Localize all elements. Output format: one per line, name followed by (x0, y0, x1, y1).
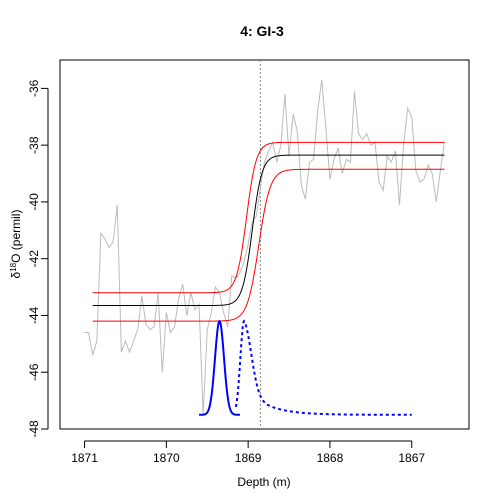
fit-lower-curve (92, 168, 445, 322)
density-dashed-curve (234, 319, 412, 416)
density-solid-curve (199, 319, 240, 416)
y-axis: -48 -46 -44 -42 -40 -38 -36 (27, 79, 49, 438)
y-tick-label--48: -48 (27, 420, 41, 438)
x-axis: 1871 1870 1869 1868 1867 (71, 440, 425, 465)
x-tick-label-1868: 1868 (317, 451, 344, 465)
y-axis-title-prefix: δ (9, 271, 23, 278)
x-tick-label-1869: 1869 (235, 451, 262, 465)
chart-title: 4: GI-3 (240, 23, 284, 39)
y-axis-title-suffix: O (permil) (9, 210, 23, 263)
x-tick-label-1867: 1867 (398, 451, 425, 465)
fit-upper-curve (92, 141, 445, 294)
y-tick-label--36: -36 (27, 79, 41, 97)
x-tick-label-1870: 1870 (153, 451, 180, 465)
fit-curve (92, 154, 445, 307)
y-tick-label--46: -46 (27, 363, 41, 381)
y-tick-label--42: -42 (27, 250, 41, 268)
x-axis-title: Depth (m) (237, 475, 290, 489)
y-axis-title-superscript: 18 (9, 262, 18, 271)
y-tick-label--44: -44 (27, 306, 41, 324)
y-tick-label--40: -40 (27, 193, 41, 211)
observed-series-line (84, 79, 445, 415)
y-axis-title: δ18O (permil) (9, 210, 24, 279)
x-tick-label-1871: 1871 (71, 451, 98, 465)
plot-frame (59, 59, 470, 430)
series-layer (84, 60, 445, 429)
y-tick-label--38: -38 (27, 136, 41, 154)
